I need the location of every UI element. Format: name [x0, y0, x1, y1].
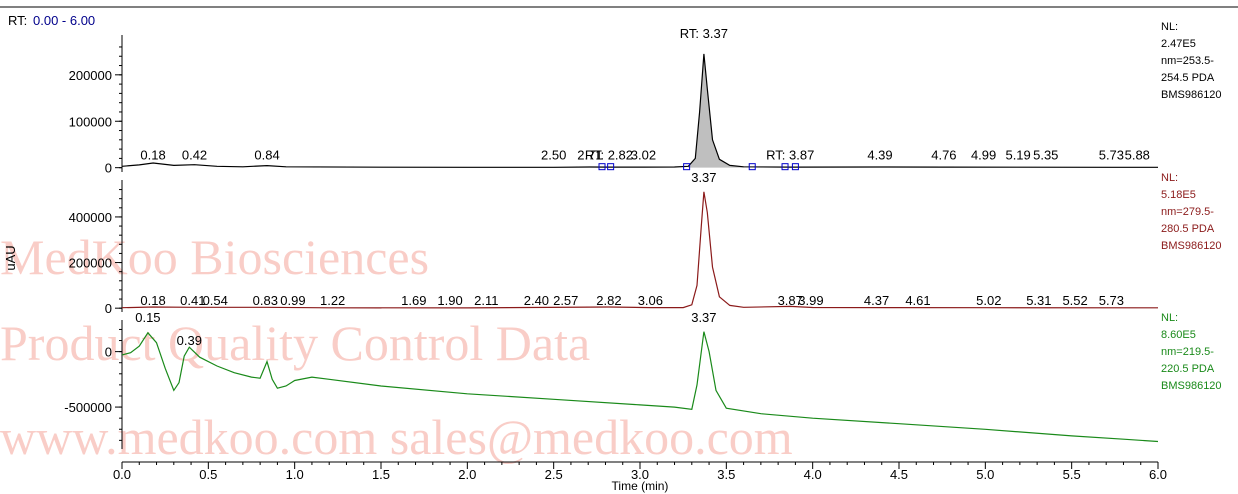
peak-label: 2.40: [524, 293, 549, 308]
y-tick-label: 0: [105, 161, 112, 176]
peak-label: 3.37: [691, 310, 716, 325]
peak-label: 0.15: [135, 310, 160, 325]
peak-label: 1.69: [401, 293, 426, 308]
peak-label: 0.39: [177, 333, 202, 348]
peak-label: 3.06: [638, 293, 663, 308]
x-tick-label: 5.5: [1063, 467, 1081, 482]
trace-line-2: [121, 191, 1159, 309]
y-tick-label: -500000: [64, 400, 112, 415]
peak-label: 0.84: [254, 148, 279, 163]
peak-label: 4.37: [864, 293, 889, 308]
peak-label: 5.88: [1125, 148, 1150, 163]
peak-label: RT: 2.82: [585, 148, 633, 163]
x-tick-label: 4.0: [804, 467, 822, 482]
y-tick-label: 400000: [69, 210, 112, 225]
x-tick-label: 2.5: [545, 467, 563, 482]
header-rt-label: RT:: [8, 13, 27, 28]
peak-label: RT: 3.87: [766, 148, 814, 163]
info-text: NL:: [1161, 172, 1178, 184]
x-axis-label: Time (min): [612, 479, 669, 493]
peak-label: 5.35: [1033, 148, 1058, 163]
baseline-marker: [607, 163, 615, 171]
peak-label: 4.39: [867, 148, 892, 163]
baseline-marker: [598, 163, 606, 171]
peak-label: 3.99: [798, 293, 823, 308]
peak-label: 2.50: [541, 148, 566, 163]
peak-label: 2.57: [553, 293, 578, 308]
y-tick-label: 200000: [69, 68, 112, 83]
peak-label: 3.02: [631, 148, 656, 163]
x-tick-label: 1.0: [286, 467, 304, 482]
x-tick-label: 4.5: [890, 467, 908, 482]
peak-label: 5.73: [1099, 148, 1124, 163]
baseline-marker: [791, 163, 799, 171]
peak-label: 2.71: [577, 148, 602, 163]
peak-label: 2.82: [596, 293, 621, 308]
peak-label: 5.73: [1099, 293, 1124, 308]
x-tick-label: 3.0: [631, 467, 649, 482]
peak-label: 4.99: [971, 148, 996, 163]
info-text: 220.5 PDA: [1161, 363, 1215, 375]
x-tick-label: 2.0: [458, 467, 476, 482]
y-axis-label: uAU: [3, 245, 18, 270]
info-text: 8.60E5: [1161, 329, 1196, 341]
x-tick-label: 6.0: [1149, 467, 1167, 482]
info-text: nm=219.5-: [1161, 346, 1214, 358]
x-tick-label: 0.0: [113, 467, 131, 482]
peak-label: 0.18: [140, 293, 165, 308]
peak-label: 0.41: [180, 293, 205, 308]
peak-label: 0.83: [253, 293, 278, 308]
info-text: BMS986120: [1161, 89, 1222, 101]
peak-label: 4.76: [931, 148, 956, 163]
y-tick-label: 200000: [69, 256, 112, 271]
peak-label: 0.54: [203, 293, 228, 308]
peak-label: 5.02: [976, 293, 1001, 308]
info-text: 2.47E5: [1161, 38, 1196, 50]
info-text: NL:: [1161, 312, 1178, 324]
y-tick-label: 0: [105, 345, 112, 360]
y-tick-label: 0: [105, 301, 112, 316]
x-tick-label: 3.5: [717, 467, 735, 482]
peak-label: 5.52: [1062, 293, 1087, 308]
trace-line-3: [121, 331, 1159, 443]
info-text: NL:: [1161, 21, 1178, 33]
baseline-marker: [781, 163, 789, 171]
info-text: nm=279.5-: [1161, 206, 1214, 218]
info-text: 280.5 PDA: [1161, 223, 1215, 235]
peak-label: RT: 3.37: [680, 26, 728, 41]
baseline-marker: [748, 163, 756, 171]
info-text: BMS986120: [1161, 240, 1222, 252]
x-tick-label: 5.0: [976, 467, 994, 482]
baseline-marker: [683, 163, 691, 171]
peak-label: 0.42: [182, 148, 207, 163]
peak-label: 5.31: [1026, 293, 1051, 308]
info-text: 5.18E5: [1161, 189, 1196, 201]
peak-label: 1.90: [437, 293, 462, 308]
peak-label: 5.19: [1005, 148, 1030, 163]
x-tick-label: 0.5: [199, 467, 217, 482]
peak-label: 1.22: [320, 293, 345, 308]
info-text: nm=253.5-: [1161, 55, 1214, 67]
info-text: BMS986120: [1161, 380, 1222, 392]
peak-label: 4.61: [905, 293, 930, 308]
x-tick-label: 1.5: [372, 467, 390, 482]
peak-label: 0.18: [140, 148, 165, 163]
peak-label: 3.37: [691, 170, 716, 185]
trace-line-1: [121, 53, 1158, 168]
y-tick-label: 100000: [69, 114, 112, 129]
info-text: 254.5 PDA: [1161, 72, 1215, 84]
peak-label: 0.99: [280, 293, 305, 308]
peak-label: 3.87: [778, 293, 803, 308]
peak-label: 2.11: [474, 293, 498, 308]
header-rt-range: 0.00 - 6.00: [33, 13, 95, 28]
